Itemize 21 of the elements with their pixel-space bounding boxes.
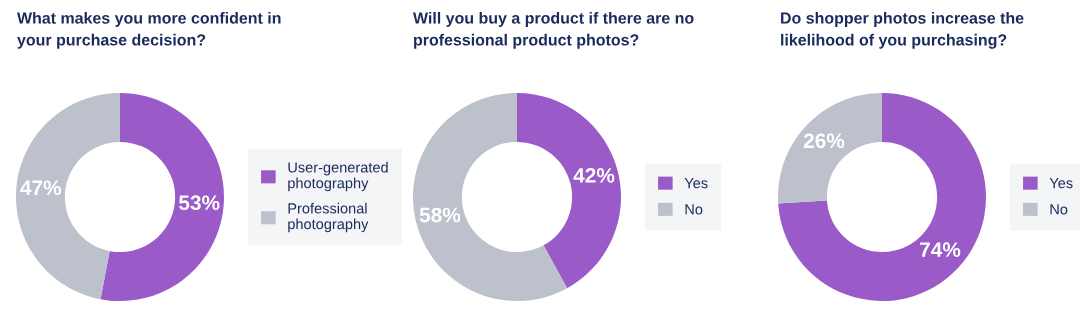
legend-label: No (685, 204, 703, 215)
legend-label: No (1050, 204, 1068, 215)
legend-label: Yes (684, 178, 708, 189)
data-label: 42% (573, 168, 615, 183)
chart-title: Do shopper photos increase the likelihood of you purchasing? (781, 12, 1024, 49)
chart-title: What makes you more confident in your purchase decision? (17, 12, 281, 49)
donut-slice (16, 93, 120, 300)
donut-slice (778, 93, 882, 204)
chart-title: Will you buy a product if there are no professional product photos? (413, 12, 694, 49)
donut-slice (778, 93, 986, 301)
legend-label: Professional photography (288, 202, 369, 233)
legend-label: User-generated photography (288, 161, 388, 192)
donut-slice (413, 93, 568, 301)
data-label: 58% (419, 207, 461, 223)
data-label: 26% (803, 133, 845, 149)
donut-slice (100, 93, 224, 301)
donut-slice (517, 93, 621, 289)
data-label: 47% (20, 180, 62, 196)
data-label: 53% (179, 195, 220, 211)
data-label: 74% (920, 242, 961, 258)
legend-label: Yes (1049, 178, 1073, 189)
